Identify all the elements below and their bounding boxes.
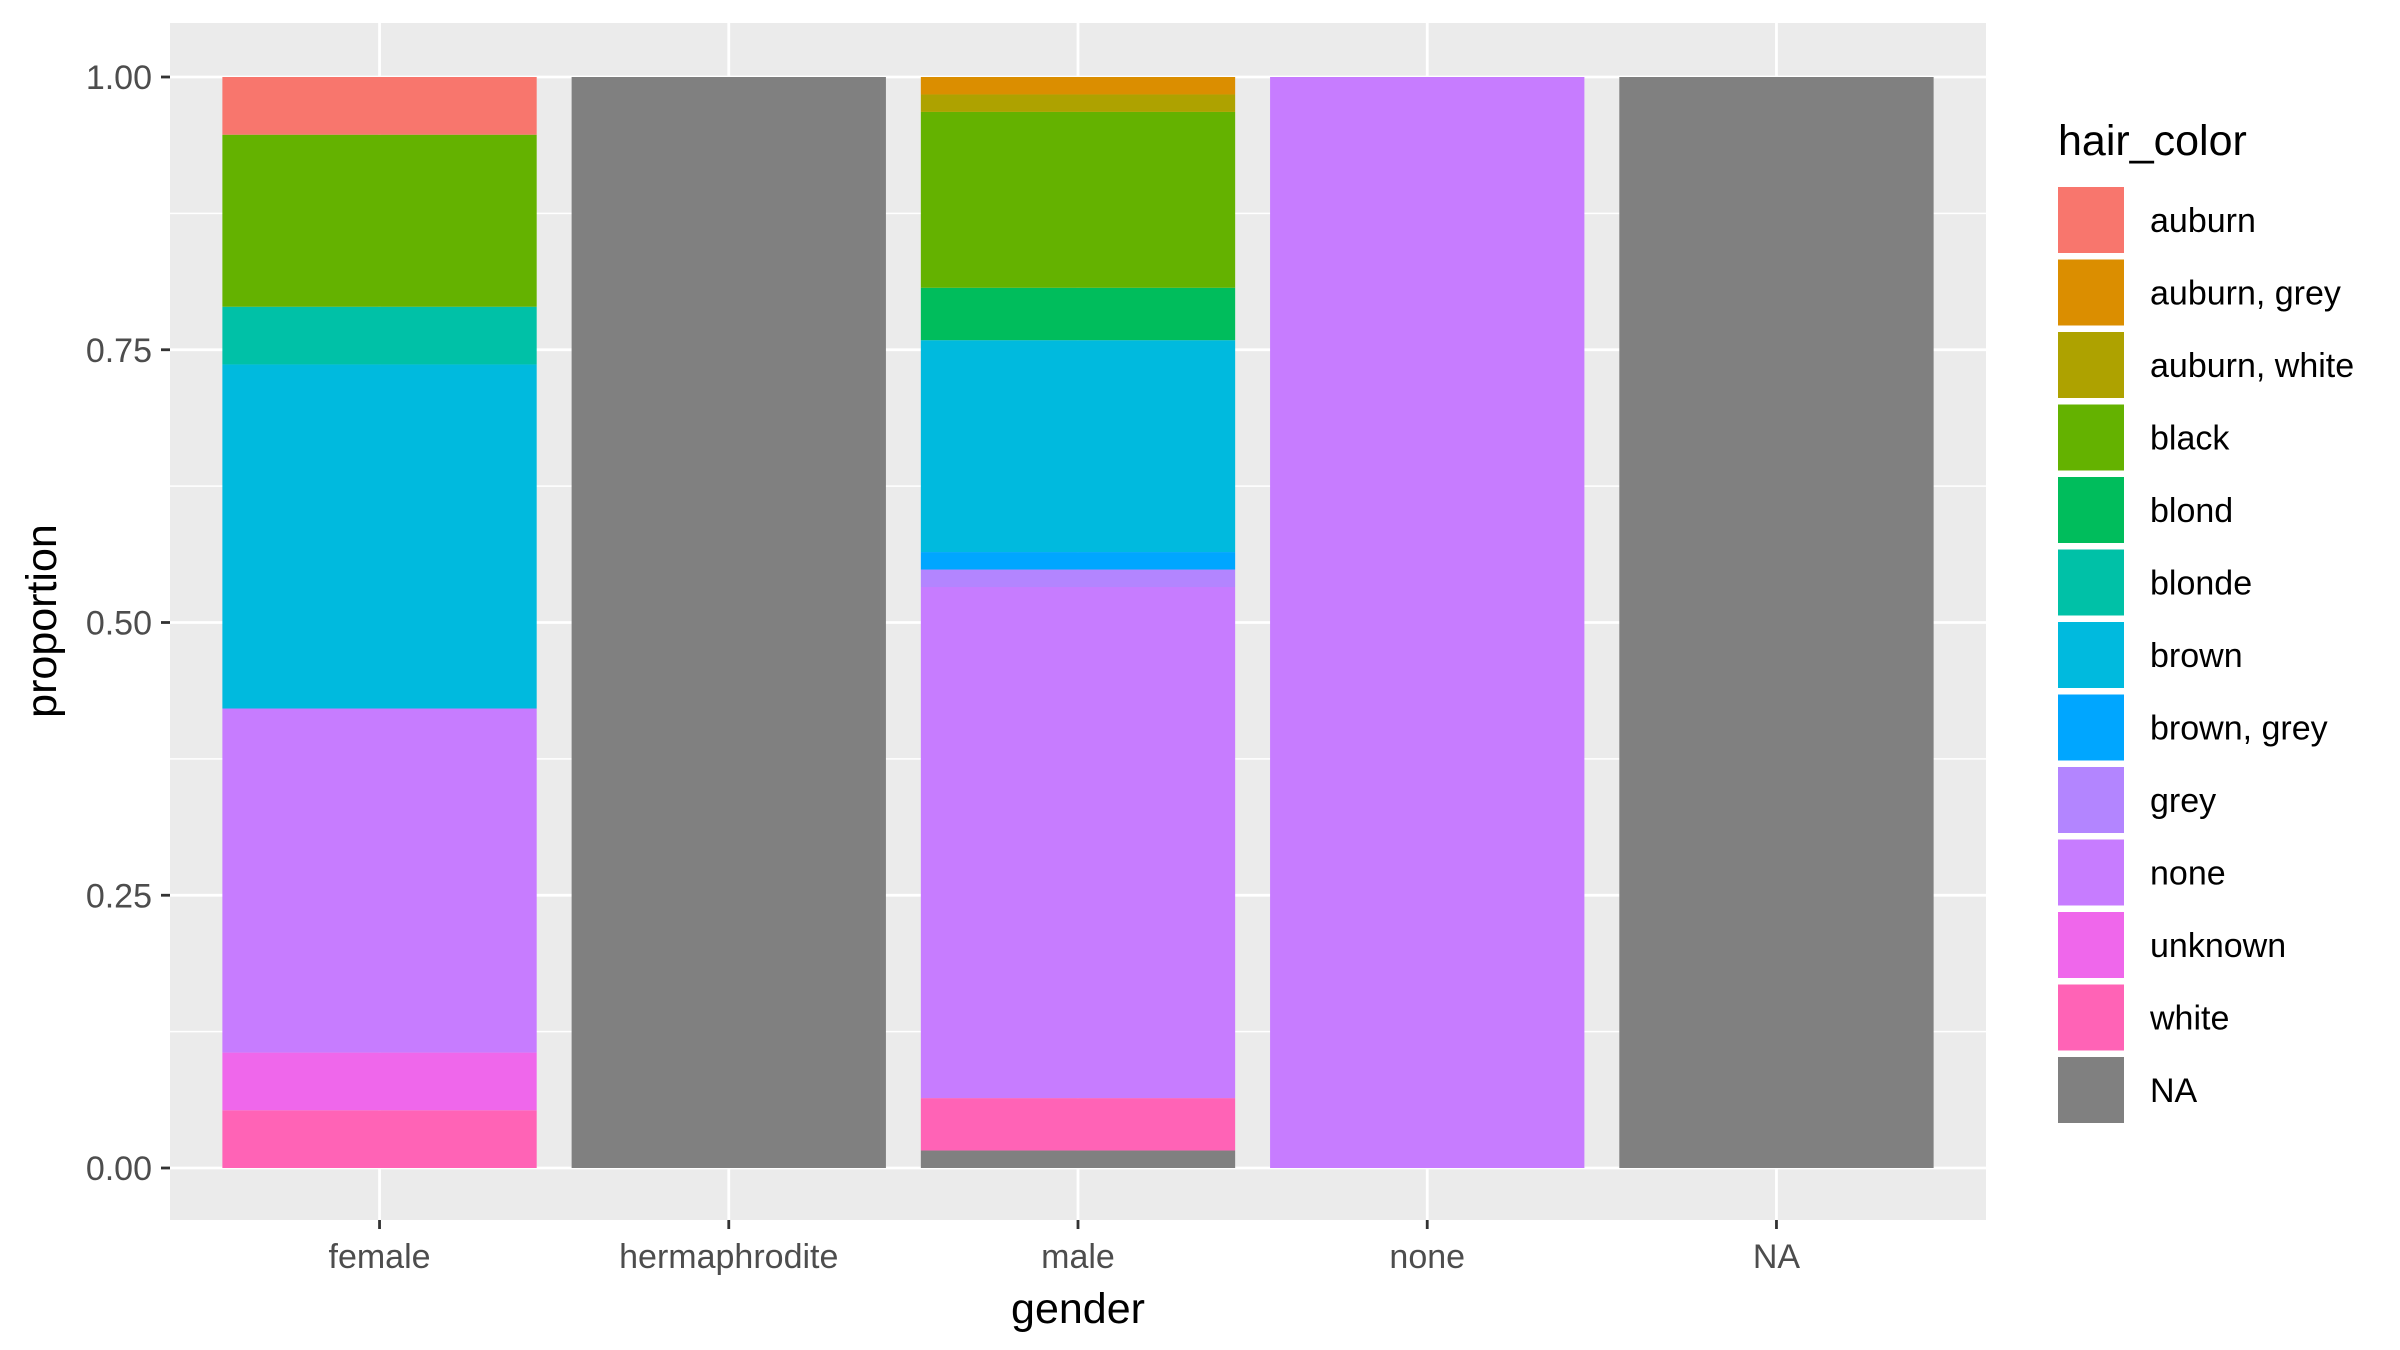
bar-segment xyxy=(920,1150,1236,1168)
legend-label: blond xyxy=(2150,492,2233,530)
legend-key xyxy=(2058,767,2124,833)
y-axis: 0.00 0.25 0.50 0.75 1.00 xyxy=(86,59,170,1188)
bar-segment xyxy=(222,708,537,1053)
legend-key xyxy=(2058,259,2124,326)
bar-segment xyxy=(920,77,1236,95)
legend-label: auburn xyxy=(2150,202,2256,240)
legend-key xyxy=(2058,549,2124,616)
y-tick-label: 0.75 xyxy=(86,332,152,370)
bar-segment xyxy=(920,94,1236,112)
bar-segment xyxy=(920,340,1236,553)
legend-key xyxy=(2058,622,2124,688)
legend-label: white xyxy=(2149,1000,2229,1038)
x-tick-label: none xyxy=(1389,1238,1465,1276)
x-axis-title: gender xyxy=(1011,1285,1145,1333)
bar-segment xyxy=(920,111,1236,288)
x-tick-label: male xyxy=(1041,1238,1115,1276)
bar-segment xyxy=(920,552,1236,570)
bar-segment xyxy=(222,134,537,307)
legend: hair_color auburn auburn, grey auburn, whi… xyxy=(2058,117,2354,1123)
bar-segment xyxy=(222,1110,537,1168)
y-tick-label: 0.00 xyxy=(86,1150,152,1188)
legend-label: black xyxy=(2150,420,2230,458)
legend-label: none xyxy=(2150,855,2226,893)
x-tick-label: NA xyxy=(1753,1238,1801,1276)
legend-label: auburn, white xyxy=(2150,347,2354,385)
y-tick-label: 0.25 xyxy=(86,877,152,915)
legend-key xyxy=(2058,984,2124,1051)
legend-key xyxy=(2058,404,2124,471)
legend-label: blonde xyxy=(2150,565,2252,603)
bar-segment xyxy=(920,587,1236,1099)
legend-label: NA xyxy=(2150,1072,2198,1110)
bar-segment xyxy=(1270,77,1585,1168)
bar-segment xyxy=(222,364,537,709)
legend-label: unknown xyxy=(2150,927,2286,965)
bar-segment xyxy=(222,77,537,135)
x-axis: female hermaphrodite male none NA xyxy=(329,1220,1801,1276)
y-tick-label: 0.50 xyxy=(86,605,152,643)
bar-segment xyxy=(1619,77,1934,1168)
legend-key xyxy=(2058,332,2124,398)
bar-segment xyxy=(571,77,886,1168)
y-tick-label: 1.00 xyxy=(86,59,152,97)
legend-label: grey xyxy=(2150,782,2216,820)
legend-key xyxy=(2058,187,2124,253)
bar-segment xyxy=(222,1052,537,1111)
bar-segment xyxy=(920,287,1236,341)
legend-title: hair_color xyxy=(2058,117,2247,165)
legend-key xyxy=(2058,839,2124,906)
y-axis-title: proportion xyxy=(18,524,66,718)
x-tick-label: hermaphrodite xyxy=(619,1238,838,1276)
bars xyxy=(222,77,1934,1168)
legend-key xyxy=(2058,694,2124,761)
legend-key xyxy=(2058,912,2124,978)
bar-segment xyxy=(920,569,1236,588)
legend-label: brown xyxy=(2150,637,2243,675)
legend-label: brown, grey xyxy=(2150,710,2328,748)
legend-key xyxy=(2058,477,2124,543)
bar-segment xyxy=(222,306,537,365)
legend-key xyxy=(2058,1057,2124,1123)
bar-segment xyxy=(920,1098,1236,1151)
x-tick-label: female xyxy=(329,1238,431,1276)
legend-label: auburn, grey xyxy=(2150,275,2341,313)
